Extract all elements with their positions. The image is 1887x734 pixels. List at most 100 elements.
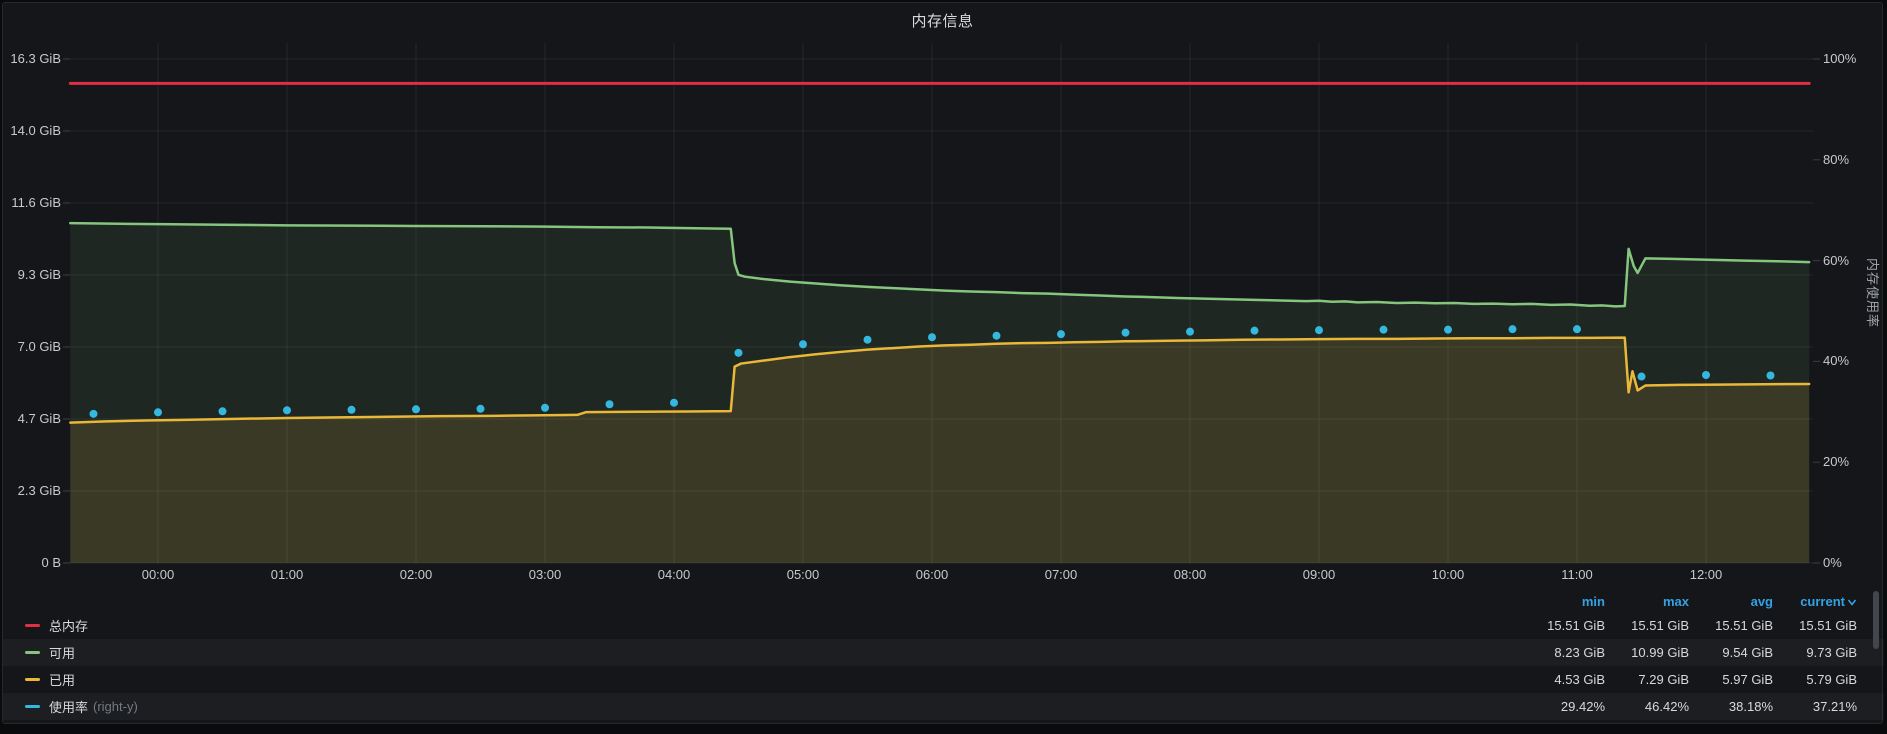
legend-series-cell: 总内存 bbox=[25, 616, 1521, 635]
y-axis-left-tick-label: 16.3 GiB bbox=[10, 51, 61, 66]
series-line-可用 bbox=[69, 221, 1811, 308]
legend-series-color-dash[interactable] bbox=[25, 678, 40, 681]
legend-series-row: 总内存 15.51 GiB 15.51 GiB 15.51 GiB 15.51 GiB bbox=[3, 612, 1884, 639]
legend-series-row: 可用 8.23 GiB 10.99 GiB 9.54 GiB 9.73 GiB bbox=[3, 639, 1884, 666]
legend-stat-max: 10.99 GiB bbox=[1631, 645, 1689, 660]
legend-stat-max: 46.42% bbox=[1644, 699, 1689, 714]
series-point-使用率 bbox=[89, 409, 98, 418]
x-axis-tick-label: 02:00 bbox=[399, 567, 433, 582]
y-axis-right-tick-label: 0% bbox=[1823, 555, 1842, 570]
legend-stat-max: 15.51 GiB bbox=[1631, 618, 1689, 633]
y-axis-left-tick-label: 9.3 GiB bbox=[17, 267, 61, 282]
right-axis-title: 内存使用率 bbox=[1865, 257, 1880, 328]
legend-series-color-dash[interactable] bbox=[25, 651, 40, 654]
legend-series-cell: 已用 bbox=[25, 670, 1521, 689]
series-point-使用率 bbox=[412, 405, 420, 414]
x-axis-tick-label: 09:00 bbox=[1302, 567, 1336, 582]
legend-column-header-avg[interactable]: avg bbox=[1750, 594, 1773, 609]
series-fill-已用 bbox=[70, 337, 1810, 563]
y-axis-right-tick-label: 80% bbox=[1823, 151, 1850, 167]
series-fill-可用 bbox=[70, 223, 1810, 563]
legend-series-label[interactable]: 已用 bbox=[49, 673, 76, 688]
legend-scrollbar[interactable] bbox=[1873, 591, 1879, 649]
legend-column-header-current[interactable]: current bbox=[1773, 594, 1857, 609]
x-axis-tick-label: 01:00 bbox=[270, 567, 304, 582]
series-point-使用率 bbox=[1121, 328, 1130, 337]
legend-stat-avg: 38.18% bbox=[1728, 699, 1773, 714]
legend-series-cell: 可用 bbox=[25, 643, 1521, 662]
legend-stat-min: 8.23 GiB bbox=[1554, 645, 1605, 660]
series-point-使用率 bbox=[1186, 327, 1194, 336]
series-point-使用率 bbox=[154, 408, 162, 417]
series-point-使用率 bbox=[1766, 371, 1775, 380]
legend-stat-current: 5.79 GiB bbox=[1806, 672, 1857, 687]
series-point-使用率 bbox=[863, 335, 872, 344]
legend-header-row: min max avg current bbox=[3, 591, 1884, 612]
chart-canvas[interactable] bbox=[3, 3, 1884, 589]
legend-stat-current: 15.51 GiB bbox=[1799, 618, 1857, 633]
legend-series-label[interactable]: 总内存 bbox=[49, 619, 89, 634]
series-point-使用率 bbox=[1379, 325, 1388, 334]
panel-title[interactable]: 内存信息 bbox=[911, 13, 974, 30]
series-point-使用率 bbox=[1315, 326, 1323, 335]
series-point-使用率 bbox=[541, 403, 549, 412]
series-point-使用率 bbox=[992, 331, 1001, 340]
legend-stat-max: 7.29 GiB bbox=[1638, 672, 1689, 687]
legend-column-header-min[interactable]: min bbox=[1581, 594, 1605, 609]
y-axis-left-tick-label: 2.3 GiB bbox=[17, 483, 61, 498]
series-point-使用率 bbox=[605, 400, 614, 409]
y-axis-left-tick-label: 14.0 GiB bbox=[10, 123, 61, 138]
y-axis-right-tick-label: 100% bbox=[1823, 51, 1857, 66]
legend-column-header-max[interactable]: max bbox=[1662, 594, 1689, 609]
series-point-使用率 bbox=[1444, 325, 1452, 334]
legend-stat-min: 15.51 GiB bbox=[1547, 618, 1605, 633]
series-point-使用率 bbox=[670, 398, 678, 407]
x-axis-tick-label: 05:00 bbox=[786, 567, 820, 582]
y-axis-right-tick-label: 60% bbox=[1823, 252, 1850, 268]
legend-stat-current: 37.21% bbox=[1812, 699, 1857, 714]
legend-series-axis-suffix: (right-y) bbox=[93, 699, 138, 714]
series-point-使用率 bbox=[218, 407, 227, 416]
legend-stat-min: 4.53 GiB bbox=[1554, 672, 1605, 687]
x-axis-tick-label: 11:00 bbox=[1561, 567, 1593, 582]
series-point-使用率 bbox=[283, 406, 291, 415]
legend-series-row: 使用率 (right-y) 29.42% 46.42% 38.18% 37.21% bbox=[3, 693, 1884, 720]
y-axis-left-tick-label: 11.6 GiB bbox=[11, 195, 61, 210]
y-axis-left-tick-label: 4.7 GiB bbox=[17, 411, 61, 426]
x-axis-tick-label: 10:00 bbox=[1431, 567, 1465, 582]
x-axis-tick-label: 00:00 bbox=[141, 567, 175, 582]
series-point-使用率 bbox=[928, 333, 936, 342]
series-point-使用率 bbox=[1573, 325, 1581, 334]
y-axis-right-tick-label: 20% bbox=[1823, 454, 1850, 470]
series-point-使用率 bbox=[1702, 371, 1710, 380]
x-axis-tick-label: 08:00 bbox=[1173, 567, 1207, 582]
x-axis-tick-label: 12:00 bbox=[1689, 567, 1723, 582]
legend-series-cell: 使用率 (right-y) bbox=[25, 697, 1521, 716]
legend-series-label[interactable]: 可用 bbox=[49, 646, 76, 661]
series-point-使用率 bbox=[1250, 326, 1259, 335]
legend-series-label[interactable]: 使用率 bbox=[49, 700, 89, 715]
legend-table: min max avg current 总内存 15.51 GiB 15.51 GiB 15.… bbox=[3, 591, 1884, 720]
series-line-已用 bbox=[69, 336, 1811, 424]
series-point-使用率 bbox=[1057, 330, 1065, 339]
series-point-使用率 bbox=[1508, 325, 1517, 334]
x-axis-tick-label: 03:00 bbox=[528, 567, 562, 582]
legend-series-row: 已用 4.53 GiB 7.29 GiB 5.97 GiB 5.79 GiB bbox=[3, 666, 1884, 693]
y-axis-left-tick-label: 7.0 GiB bbox=[17, 339, 61, 354]
series-point-使用率 bbox=[476, 404, 485, 413]
series-point-使用率 bbox=[1637, 372, 1646, 381]
y-axis-left-tick-label: 0 B bbox=[41, 555, 61, 570]
y-axis-right-tick-label: 40% bbox=[1823, 353, 1850, 369]
legend-stat-current: 9.73 GiB bbox=[1806, 645, 1857, 660]
series-point-使用率 bbox=[734, 348, 743, 357]
legend-series-color-dash[interactable] bbox=[25, 624, 40, 627]
legend-series-color-dash[interactable] bbox=[25, 705, 40, 708]
x-axis-tick-label: 07:00 bbox=[1044, 567, 1078, 582]
x-axis-tick-label: 04:00 bbox=[657, 567, 691, 582]
sort-chevron-down-icon bbox=[1847, 599, 1857, 606]
legend-stat-min: 29.42% bbox=[1560, 699, 1605, 714]
legend-stat-avg: 15.51 GiB bbox=[1715, 618, 1773, 633]
legend-stat-avg: 5.97 GiB bbox=[1722, 672, 1773, 687]
x-axis-tick-label: 06:00 bbox=[915, 567, 949, 582]
series-point-使用率 bbox=[799, 340, 807, 349]
